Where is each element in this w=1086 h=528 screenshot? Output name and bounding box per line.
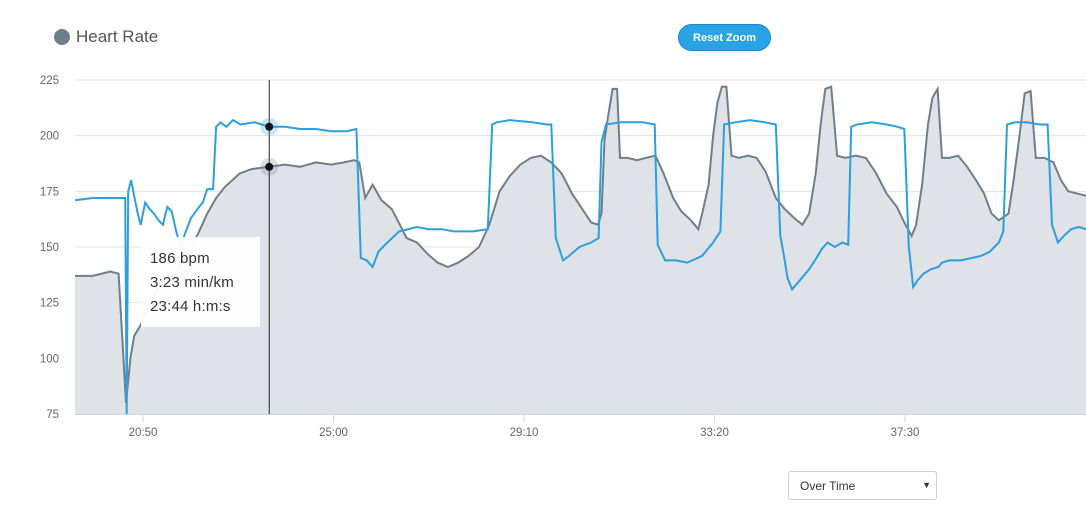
- legend-dot-icon: [54, 29, 70, 45]
- select-value: Over Time: [800, 478, 856, 493]
- dropdown-arrow-icon: ▼: [922, 480, 931, 490]
- pace-line: [74, 118, 1086, 415]
- y-tick-label: 150: [40, 242, 59, 254]
- y-tick-label: 125: [40, 298, 59, 310]
- heart-rate-chart[interactable]: 75 100 125 150 175 200 225 20:50 25:00 29:10 33:2…: [0, 0, 1086, 440]
- x-tick-label: 29:10: [510, 427, 539, 439]
- legend-item-heart-rate[interactable]: Heart Rate: [54, 27, 158, 47]
- y-tick-label: 200: [40, 131, 59, 143]
- pace-marker: [265, 122, 274, 131]
- tooltip-pace: 3:23 min/km: [150, 274, 234, 291]
- y-tick-label: 225: [40, 75, 59, 87]
- x-tick-label: 37:30: [891, 427, 920, 439]
- legend-label: Heart Rate: [76, 27, 159, 46]
- data-tooltip: 186 bpm 3:23 min/km 23:44 h:m:s: [141, 237, 260, 327]
- x-tick-label: 20:50: [129, 427, 158, 439]
- x-tick-label: 33:20: [700, 427, 729, 439]
- y-tick-label: 100: [40, 353, 59, 365]
- tooltip-bpm: 186 bpm: [150, 250, 210, 267]
- tooltip-time: 23:44 h:m:s: [150, 298, 231, 315]
- x-tick-label: 25:00: [319, 427, 348, 439]
- y-tick-label: 175: [40, 186, 59, 198]
- y-tick-label: 75: [46, 409, 59, 421]
- reset-zoom-button[interactable]: Reset Zoom: [678, 24, 771, 51]
- view-mode-select[interactable]: Over Time ▼: [788, 471, 937, 500]
- heart-rate-marker: [265, 162, 274, 171]
- heart-rate-area: [75, 86, 1086, 414]
